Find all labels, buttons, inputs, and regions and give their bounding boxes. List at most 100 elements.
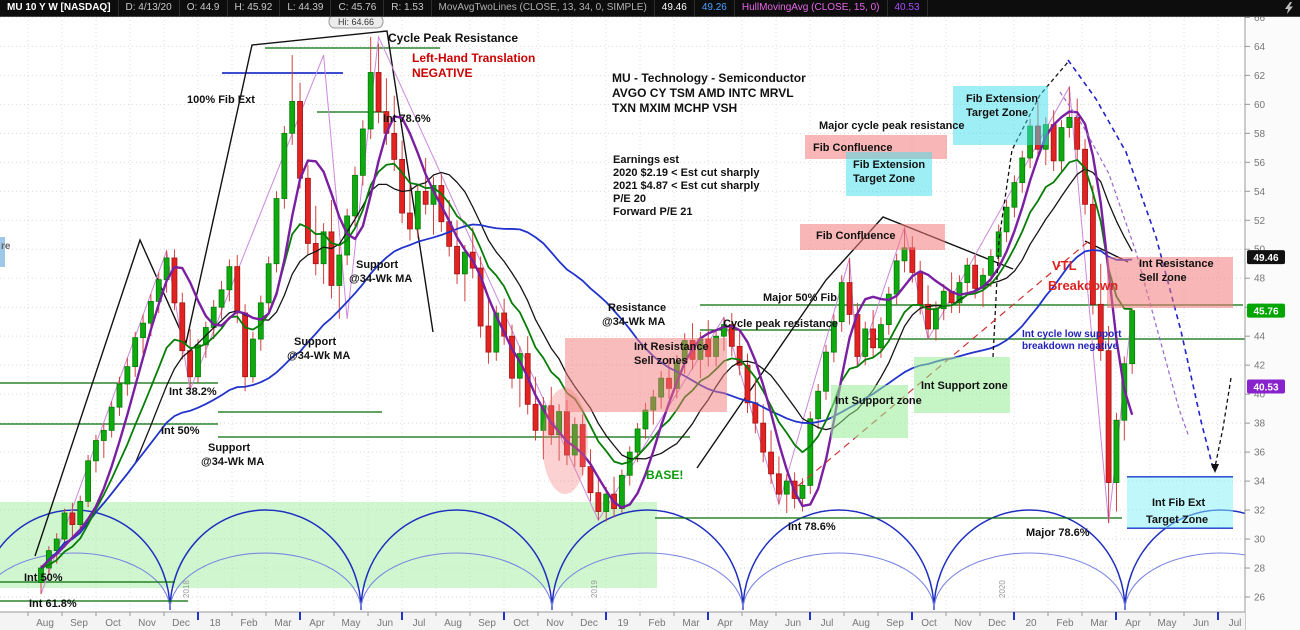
- annotation-text: AVGO CY TSM AMD INTC MRVL: [612, 86, 794, 100]
- annotation-text: Support: [356, 259, 398, 271]
- annotation-text: TXN MXIM MCHP VSH: [612, 101, 737, 115]
- annotation-text: re: [1, 241, 11, 252]
- svg-text:40: 40: [1254, 390, 1266, 401]
- toolbar-item-10[interactable]: HullMovingAvg (CLOSE, 15, 0): [735, 0, 888, 16]
- annotation-text: Support: [208, 442, 250, 454]
- annotation-text: Cycle peak resistance: [723, 318, 838, 330]
- svg-text:48: 48: [1254, 274, 1266, 285]
- svg-text:28: 28: [1254, 564, 1266, 575]
- annotation-text: Fib Confluence: [813, 142, 892, 154]
- annotation-text: Major cycle peak resistance: [819, 120, 965, 132]
- svg-text:2019: 2019: [590, 580, 599, 598]
- toolbar-item-7[interactable]: MovAvgTwoLines (CLOSE, 13, 34, 0, SIMPLE…: [432, 0, 655, 16]
- svg-text:32: 32: [1254, 506, 1266, 517]
- svg-text:36: 36: [1254, 448, 1266, 459]
- time-axis[interactable]: Aug Sep Oct Nov Dec 18 Feb Mar Apr May Jun Jul Aug Se…: [27, 580, 1241, 629]
- annotation-text: 100% Fib Ext: [187, 94, 255, 106]
- toolbar-item-0[interactable]: MU 10 Y W [NASDAQ]: [0, 0, 119, 16]
- annotation-text: BASE!: [646, 468, 683, 482]
- annotation-text: @34-Wk MA: [201, 456, 264, 468]
- svg-text:Mar: Mar: [274, 618, 292, 629]
- annotation-text: Int 61.8%: [29, 598, 77, 610]
- annotation-text: @34-Wk MA: [287, 350, 350, 362]
- svg-text:Jun: Jun: [377, 618, 393, 629]
- zigzag-layer: [40, 34, 1133, 595]
- price-axis[interactable]: 2628303234363840424446485052545658606264…: [1245, 13, 1266, 604]
- svg-text:52: 52: [1254, 216, 1266, 227]
- annotation-text: Major 78.6%: [1026, 527, 1090, 539]
- lightning-icon[interactable]: [1284, 2, 1294, 14]
- toolbar-item-2[interactable]: O: 44.9: [180, 0, 228, 16]
- svg-text:Oct: Oct: [513, 618, 529, 629]
- annotation-text: Breakdown: [1048, 278, 1118, 293]
- candles-layer: [38, 36, 1136, 595]
- svg-text:38: 38: [1254, 419, 1266, 430]
- svg-text:Dec: Dec: [988, 618, 1006, 629]
- svg-text:2018: 2018: [182, 580, 191, 598]
- svg-text:62: 62: [1254, 71, 1266, 82]
- toolbar-item-4[interactable]: L: 44.39: [280, 0, 332, 16]
- svg-text:Mar: Mar: [1090, 618, 1108, 629]
- svg-text:56: 56: [1254, 158, 1266, 169]
- svg-text:May: May: [1158, 618, 1177, 629]
- annotation-text: breakdown negative: [1022, 341, 1119, 352]
- svg-text:Jul: Jul: [821, 618, 834, 629]
- annotations-layer: Cycle Peak Resistance Left-Hand Translati…: [1, 31, 1214, 610]
- toolbar-item-11[interactable]: 40.53: [888, 0, 928, 16]
- annotation-text: Int cycle low support: [1022, 329, 1122, 340]
- annotation-text: VTL: [1052, 258, 1077, 273]
- svg-text:26: 26: [1254, 593, 1266, 604]
- svg-text:Aug: Aug: [444, 618, 462, 629]
- svg-text:May: May: [342, 618, 361, 629]
- svg-text:Feb: Feb: [1056, 618, 1074, 629]
- annotation-text: Target Zone: [1146, 514, 1208, 526]
- annotation-text: Left-Hand Translation: [412, 51, 535, 65]
- svg-text:May: May: [750, 618, 769, 629]
- svg-text:60: 60: [1254, 100, 1266, 111]
- svg-text:54: 54: [1254, 187, 1266, 198]
- toolbar-item-3[interactable]: H: 45.92: [228, 0, 281, 16]
- svg-text:Feb: Feb: [648, 618, 666, 629]
- dashed-projections-layer: [797, 59, 1232, 487]
- annotation-text: Int 50%: [161, 425, 200, 437]
- svg-text:Aug: Aug: [852, 618, 870, 629]
- annotation-text: Int Resistance: [1139, 258, 1214, 270]
- svg-text:Sep: Sep: [70, 618, 88, 629]
- hull-ma-line: [40, 110, 1134, 569]
- svg-text:Nov: Nov: [954, 618, 972, 629]
- annotation-text: Sell zone: [1139, 272, 1187, 284]
- svg-text:2020: 2020: [998, 580, 1007, 598]
- svg-text:66: 66: [1254, 13, 1266, 24]
- svg-text:45.76: 45.76: [1253, 307, 1278, 318]
- svg-text:Dec: Dec: [172, 618, 190, 629]
- toolbar-item-9[interactable]: 49.26: [695, 0, 735, 16]
- svg-text:Nov: Nov: [138, 618, 156, 629]
- svg-text:Oct: Oct: [105, 618, 121, 629]
- annotation-text: 2021 $4.87 < Est cut sharply: [613, 180, 760, 192]
- toolbar-item-5[interactable]: C: 45.76: [331, 0, 385, 16]
- annotation-text: Int Support zone: [835, 395, 922, 407]
- annotation-text: Target Zone: [966, 107, 1028, 119]
- annotation-text: Int 38.2%: [169, 386, 217, 398]
- svg-text:19: 19: [617, 618, 629, 629]
- svg-text:40.53: 40.53: [1253, 382, 1278, 393]
- price-mark-chips: 49.46 45.76 40.53: [1247, 250, 1285, 394]
- annotation-text: Support: [294, 336, 336, 348]
- svg-text:Hi: 64.66: Hi: 64.66: [338, 17, 374, 27]
- svg-text:Apr: Apr: [1125, 618, 1141, 629]
- annotation-text: P/E 20: [613, 193, 646, 205]
- toolbar-item-8[interactable]: 49.46: [655, 0, 695, 16]
- toolbar-item-6[interactable]: R: 1.53: [384, 0, 432, 16]
- annotation-text: Int Support zone: [921, 380, 1008, 392]
- annotation-text: Int 78.6%: [788, 521, 836, 533]
- svg-text:18: 18: [209, 618, 221, 629]
- annotation-text: Int Fib Ext: [1152, 497, 1206, 509]
- cycle-arcs-layer: [0, 509, 1300, 611]
- svg-text:Jun: Jun: [1193, 618, 1209, 629]
- zones-layer: [542, 86, 1233, 528]
- annotation-text: Int 78.6%: [383, 113, 431, 125]
- svg-text:44: 44: [1254, 332, 1266, 343]
- toolbar-item-1[interactable]: D: 4/13/20: [119, 0, 180, 16]
